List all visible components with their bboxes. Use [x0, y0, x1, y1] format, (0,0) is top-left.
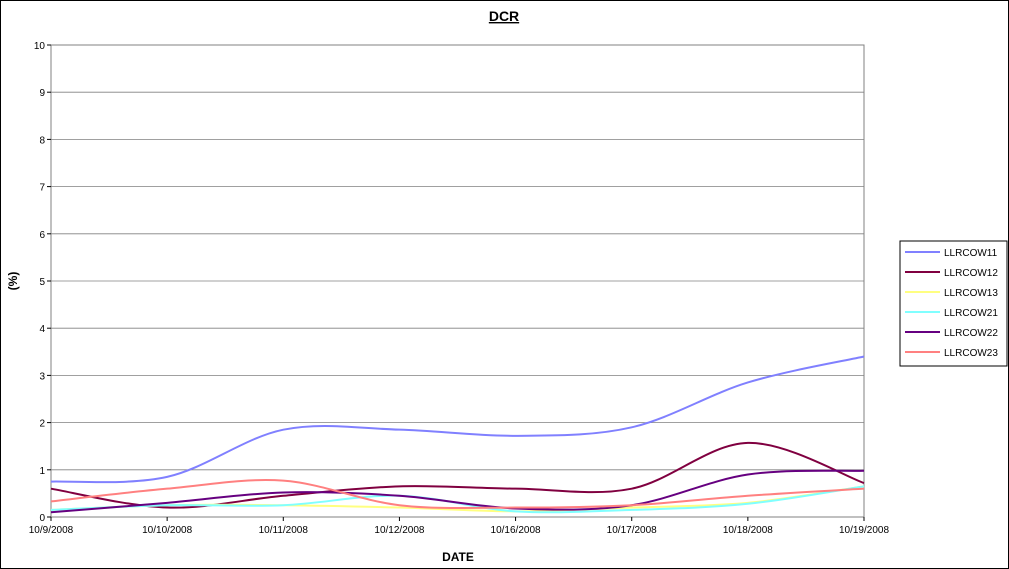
x-tick-label: 10/11/2008	[259, 525, 309, 536]
legend-label: LLRCOW23	[944, 348, 998, 359]
y-tick-label: 9	[39, 88, 45, 99]
y-tick-label: 8	[39, 135, 45, 146]
y-tick-label: 5	[39, 277, 45, 288]
series-line-llrcow12	[50, 441, 865, 509]
x-tick-label: 10/12/2008	[374, 525, 424, 536]
y-tick-label: 0	[39, 513, 45, 524]
legend-box	[899, 240, 1008, 367]
x-tick-label: 10/9/2008	[29, 525, 74, 536]
x-tick-label: 10/10/2008	[142, 525, 192, 536]
y-tick-label: 3	[39, 371, 45, 382]
x-tick-label: 10/16/2008	[491, 525, 541, 536]
legend-label: LLRCOW22	[944, 328, 998, 339]
y-tick-label: 4	[39, 324, 45, 335]
y-tick-label: 1	[39, 466, 45, 477]
y-tick-label: 2	[39, 419, 45, 430]
y-axis-ticks: 0 1 2 3 4 5 6 7 8 9 10	[34, 41, 51, 524]
legend-label: LLRCOW21	[944, 308, 998, 319]
x-tick-label: 10/17/2008	[607, 525, 657, 536]
series-line-llrcow22	[50, 469, 865, 514]
legend-label: LLRCOW11	[944, 248, 998, 259]
series-lines	[50, 355, 865, 514]
y-tick-label: 10	[34, 41, 46, 52]
legend-label: LLRCOW13	[944, 288, 998, 299]
x-axis-title: DATE	[442, 550, 474, 564]
y-tick-label: 7	[39, 183, 45, 194]
legend-label: LLRCOW12	[944, 268, 998, 279]
legend: LLRCOW11 LLRCOW12 LLRCOW13 LLRCOW21 LLRCOW22…	[905, 248, 998, 359]
y-axis-title: (%)	[6, 272, 20, 291]
x-tick-label: 10/19/2008	[839, 525, 889, 536]
gridlines	[51, 91, 864, 471]
series-line-llrcow23	[50, 479, 865, 510]
x-tick-label: 10/18/2008	[723, 525, 773, 536]
y-tick-label: 6	[39, 230, 45, 241]
x-axis-ticks: 10/9/2008 10/10/2008 10/11/2008 10/12/2008 1…	[29, 517, 889, 536]
series-line-llrcow11	[50, 355, 865, 484]
chart-title: DCR	[489, 8, 519, 24]
